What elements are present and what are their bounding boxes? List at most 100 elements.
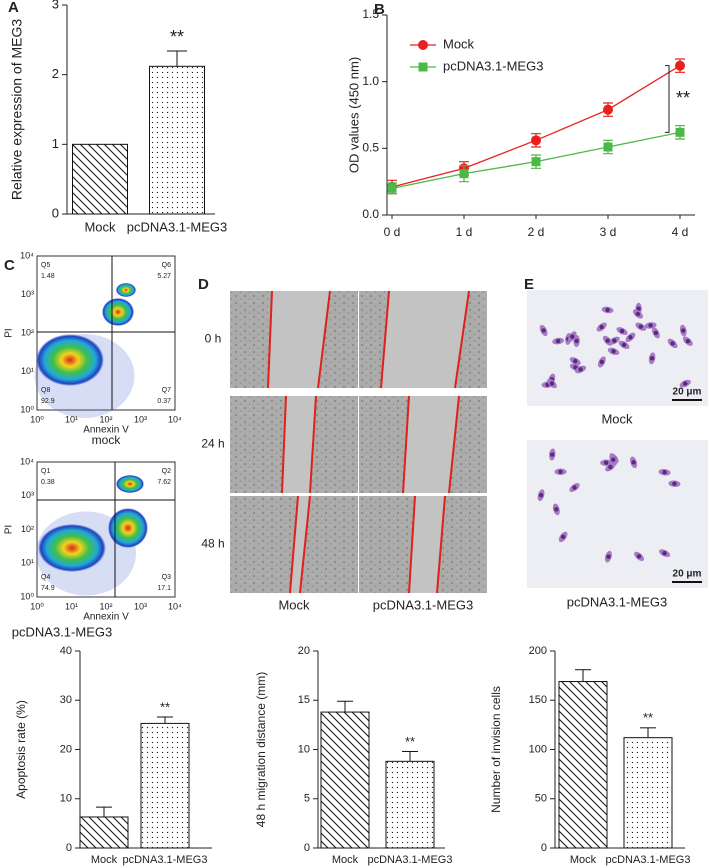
- micrograph: [527, 290, 708, 406]
- density-blob: [116, 475, 144, 493]
- quadrant-value: 17.1: [157, 585, 171, 592]
- wound-gap: [409, 496, 445, 593]
- y-tick-label: 20: [60, 743, 72, 755]
- density-blob: [36, 334, 104, 386]
- cell-nucleus: [541, 328, 546, 333]
- y-tick-label: 0: [541, 842, 547, 854]
- y-tick-label: 20: [298, 645, 310, 657]
- cell-nucleus: [683, 381, 688, 386]
- error-bar: [167, 50, 187, 67]
- y-axis-label: Relative expression of MEG3: [9, 19, 25, 201]
- density-blob: [38, 524, 106, 572]
- significance-bracket: [665, 65, 670, 133]
- cell-nucleus: [606, 554, 611, 559]
- y-tick-label: 10³: [21, 289, 34, 299]
- annotation: **: [170, 27, 184, 47]
- x-tick-label: Mock: [332, 854, 359, 866]
- cell-nucleus: [570, 334, 575, 339]
- error-bar: [96, 806, 112, 817]
- x-tick-label: pcDNA3.1-MEG3: [368, 854, 453, 866]
- bar: [385, 760, 435, 849]
- cell-nucleus: [599, 324, 604, 330]
- quadrant-value: 0.38: [41, 479, 55, 486]
- cell-nucleus: [631, 460, 636, 465]
- cell-nucleus: [648, 323, 653, 328]
- cell-nucleus: [662, 550, 667, 556]
- y-axis-label: 48 h migration distance (mm): [254, 672, 268, 827]
- cell-nucleus: [555, 338, 561, 344]
- quadrant-name: Q3: [162, 574, 171, 581]
- x-tick-label: pcDNA3.1-MEG3: [606, 854, 691, 866]
- row-label: 48 h: [201, 537, 224, 551]
- cell-nucleus: [560, 534, 566, 540]
- cell-nucleus: [608, 464, 613, 470]
- y-tick-label: 10⁰: [20, 404, 34, 414]
- density-blob: [116, 283, 136, 297]
- marker: [603, 104, 613, 115]
- legend-label: pcDNA3.1-MEG3: [443, 58, 543, 73]
- annotation: **: [405, 734, 415, 749]
- cell-nucleus: [558, 469, 563, 474]
- x-tick-label: 10³: [134, 414, 147, 424]
- x-tick-label: 10¹: [65, 601, 78, 611]
- panel-label: C: [4, 257, 15, 274]
- cell-nucleus: [611, 457, 616, 462]
- wound-edge: [281, 395, 287, 494]
- wound-edge: [299, 495, 311, 594]
- y-tick-label: 1: [52, 136, 59, 151]
- wound-gap: [381, 291, 469, 388]
- quadrant-name: Q8: [41, 387, 50, 394]
- y-tick-label: 0.5: [362, 141, 379, 155]
- cell-nucleus: [681, 328, 686, 333]
- plot-title: pcDNA3.1-MEG3: [12, 624, 112, 639]
- cell-nucleus: [599, 359, 605, 365]
- y-tick-label: 0: [52, 205, 59, 220]
- image-label: pcDNA3.1-MEG3: [567, 594, 667, 609]
- wound-edge: [436, 495, 446, 594]
- cell-nucleus: [670, 341, 675, 346]
- annotation: **: [643, 710, 653, 725]
- cell-nucleus: [628, 335, 633, 340]
- density-blob: [102, 298, 134, 326]
- cell-nucleus: [621, 342, 627, 348]
- y-tick-label: 150: [529, 694, 547, 706]
- marker: [531, 135, 541, 146]
- error-bar: [157, 716, 173, 724]
- x-tick-label: 2 d: [528, 225, 545, 239]
- wound-gap: [282, 396, 316, 493]
- cell-nucleus: [612, 338, 617, 343]
- x-tick-label: pcDNA3.1-MEG3: [127, 219, 227, 234]
- cell-nucleus: [662, 470, 667, 475]
- y-tick-label: 200: [529, 645, 547, 657]
- x-tick-label: 10⁰: [30, 601, 44, 611]
- quadrant-value: 0.37: [157, 398, 171, 405]
- y-tick-label: 10⁴: [20, 250, 34, 260]
- column-label: Mock: [278, 597, 310, 612]
- wound-edge: [454, 290, 470, 389]
- panel-label: E: [524, 276, 534, 293]
- y-axis-label: Number of invision cells: [489, 686, 503, 813]
- y-tick-label: 0: [66, 842, 72, 854]
- y-axis-label: PI: [4, 328, 15, 337]
- cell-nucleus: [554, 507, 559, 512]
- wound-edge: [408, 495, 416, 594]
- x-tick-label: 10¹: [65, 414, 78, 424]
- cell-nucleus: [605, 307, 610, 313]
- marker: [387, 183, 397, 193]
- quadrant-name: Q1: [41, 468, 50, 475]
- legend-marker: [418, 62, 428, 72]
- quadrant-name: Q4: [41, 574, 50, 581]
- y-tick-label: 2: [52, 66, 59, 81]
- x-tick-label: 4 d: [672, 225, 689, 239]
- density-blob: [108, 508, 148, 548]
- error-bar: [402, 750, 418, 762]
- row-label: 24 h: [201, 437, 224, 451]
- cell-nucleus: [538, 492, 544, 498]
- x-tick-label: 10⁴: [168, 414, 182, 424]
- x-tick-label: 10⁴: [168, 601, 182, 611]
- cell-nucleus: [578, 367, 583, 372]
- cell-nucleus: [653, 330, 659, 336]
- cell-nucleus: [685, 339, 691, 344]
- image-label: Mock: [601, 411, 633, 426]
- flow-plot-frame: [36, 461, 176, 598]
